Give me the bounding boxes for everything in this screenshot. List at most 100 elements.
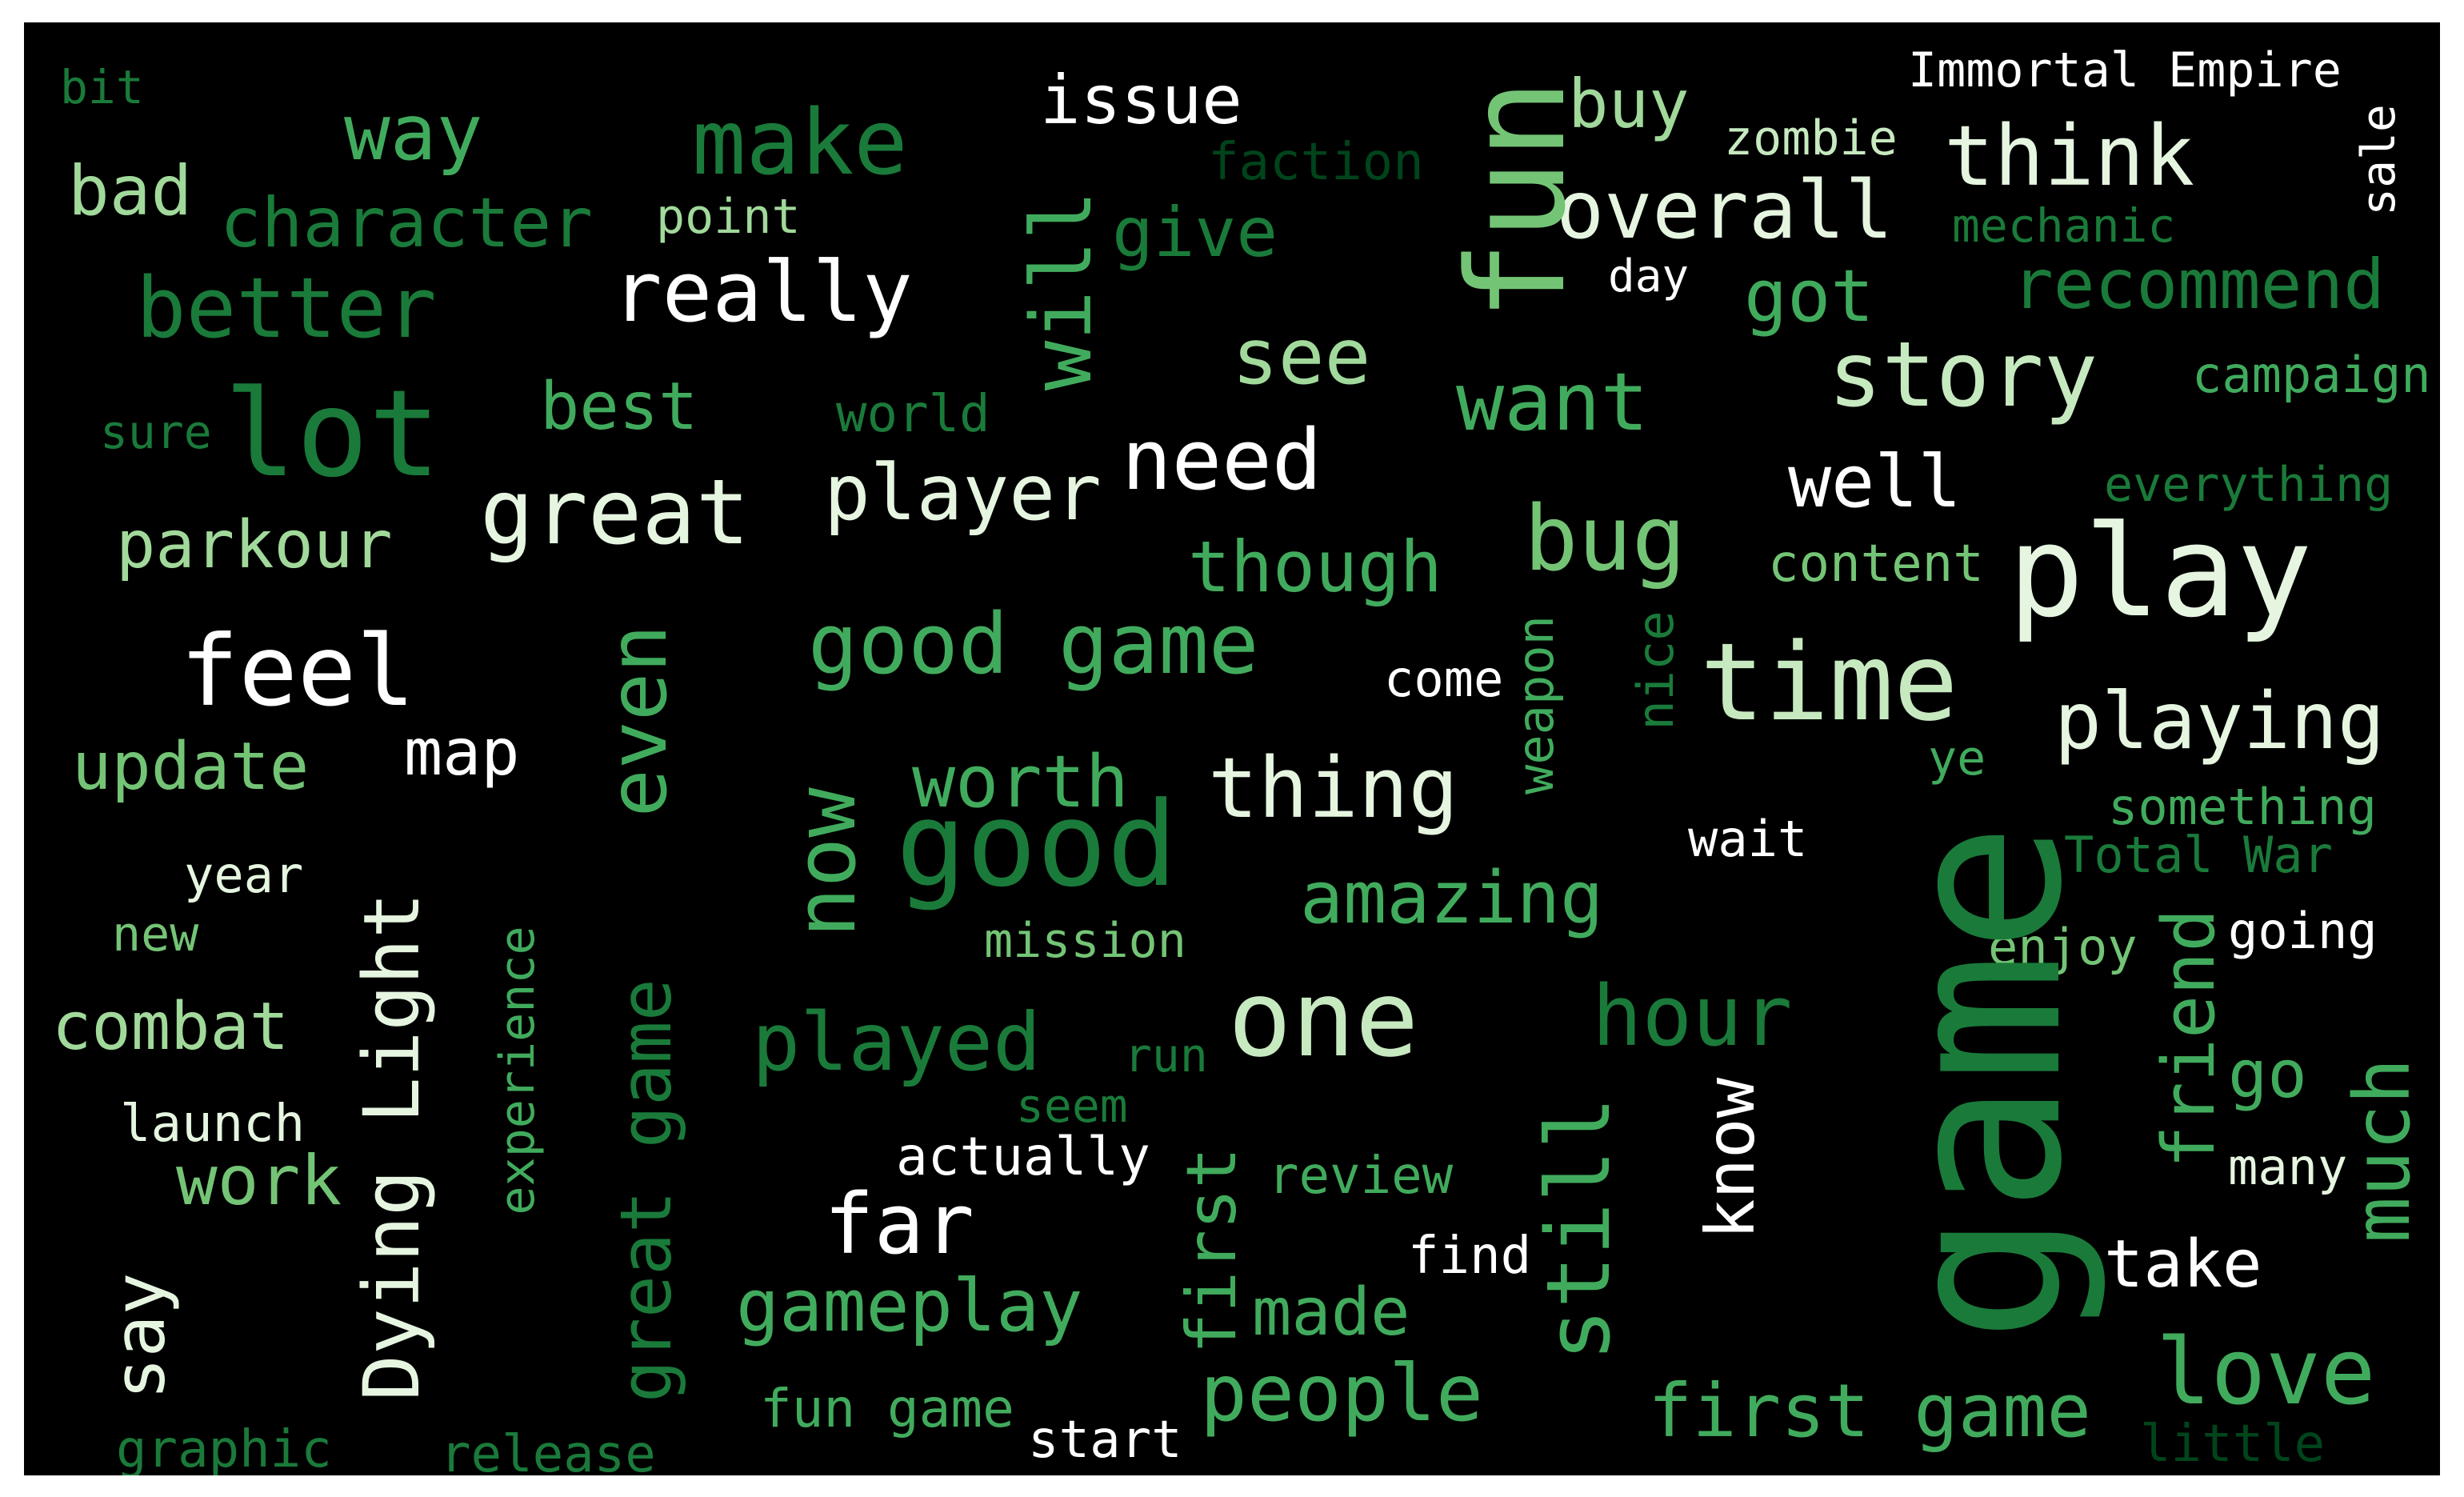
word-going: going [2228,902,2378,960]
word-people: people [1200,1348,1484,1439]
word-want: want [1456,355,1649,449]
word-update: update [72,729,310,805]
word-overall: overall [1556,163,1894,257]
word-great: great [480,461,750,565]
word-launch: launch [120,1095,306,1154]
word-still: still [1527,1096,1630,1362]
word-know: know [1691,1077,1770,1240]
word-nice: nice [1626,610,1685,730]
word-friend: friend [2147,908,2231,1169]
word-come: come [1384,650,1504,708]
word-thing: thing [1208,739,1459,837]
word-first: first [1172,1147,1252,1355]
word-zombie: zombie [1724,110,1898,166]
word-cloud: play time good lot one story great feel … [24,22,2440,1475]
word-sale: sale [2351,104,2406,216]
word-game: game [1858,822,2110,1343]
word-go: go [2228,1037,2307,1113]
word-buy: buy [1568,65,1690,143]
word-point: point [656,189,801,245]
word-review: review [1268,1147,1454,1206]
word-playing: playing [2054,676,2386,767]
word-find: find [1408,1227,1532,1286]
word-something: something [2108,778,2377,836]
word-dying-light: Dying Light [347,892,437,1401]
word-good-game: good game [808,595,1259,693]
word-made: made [1252,1275,1410,1351]
word-little: little [2140,1415,2326,1474]
word-really: really [612,243,913,341]
word-character: character [220,183,593,263]
word-even: even [591,624,685,818]
word-mission: mission [984,913,1186,969]
word-best: best [540,369,698,445]
word-gameplay: gameplay [736,1264,1083,1348]
word-bit: bit [60,60,144,114]
word-actually: actually [896,1126,1150,1187]
word-graphic: graphic [116,1420,332,1475]
word-worth: worth [912,740,1129,824]
word-give: give [1112,193,1278,273]
word-content: content [1768,534,1984,594]
word-will: will [1013,190,1110,391]
word-think: think [1944,107,2195,205]
word-recommend: recommend [2012,245,2385,325]
word-way: way [344,88,483,178]
word-combat: combat [52,989,290,1065]
word-fun: fun [1438,78,1595,322]
word-well: well [1788,440,1962,524]
word-run: run [1124,1028,1208,1083]
word-time: time [1700,620,1958,745]
word-fun-game: fun game [760,1378,1014,1439]
word-release: release [440,1425,656,1475]
word-world: world [836,385,990,444]
word-map: map [404,715,520,790]
word-experience: experience [490,926,546,1215]
word-good: good [896,777,1178,913]
word-need: need [1122,411,1322,509]
word-faction: faction [1208,133,1424,192]
word-play: play [2008,498,2313,646]
word-take: take [2104,1227,2262,1303]
word-say: say [98,1272,181,1400]
word-enjoy: enjoy [1988,918,2138,976]
word-immortal-empire: Immortal Empire [1908,42,2342,98]
word-played: played [752,995,1042,1089]
word-wait: wait [1688,810,1808,868]
word-lot: lot [224,365,441,504]
word-issue: issue [1040,61,1242,139]
word-sure: sure [100,405,212,459]
word-start: start [1028,1411,1182,1470]
word-one: one [1228,958,1419,1081]
word-make: make [692,91,908,195]
word-feel: feel [180,614,415,728]
word-ye: ye [1928,730,1986,787]
word-day: day [1608,250,1690,302]
word-seem: seem [1016,1079,1128,1133]
word-amazing: amazing [1300,856,1604,940]
word-parkour: parkour [116,507,393,583]
word-many: many [2228,1138,2348,1196]
word-though: though [1188,526,1442,608]
word-new: new [112,907,199,963]
word-first-game: first game [1648,1368,2091,1454]
word-everything: everything [2104,457,2394,513]
word-work: work [176,1141,342,1221]
word-story: story [1828,323,2098,427]
word-great-game: great game [605,979,687,1403]
word-see: see [1232,312,1371,402]
word-better: better [136,259,437,357]
word-got: got [1744,254,1874,338]
word-player: player [824,448,1102,538]
word-love: love [2156,1319,2376,1425]
word-year: year [184,846,304,904]
word-hour: hour [1592,967,1793,1065]
word-bad: bad [68,151,193,231]
word-far: far [824,1175,974,1273]
word-total-war: Total War [2064,826,2333,884]
word-weapon: weapon [1506,615,1565,795]
word-campaign: campaign [2192,346,2431,404]
word-much: much [2338,1058,2427,1243]
word-bug: bug [1524,487,1686,591]
word-mechanic: mechanic [1952,198,2176,253]
